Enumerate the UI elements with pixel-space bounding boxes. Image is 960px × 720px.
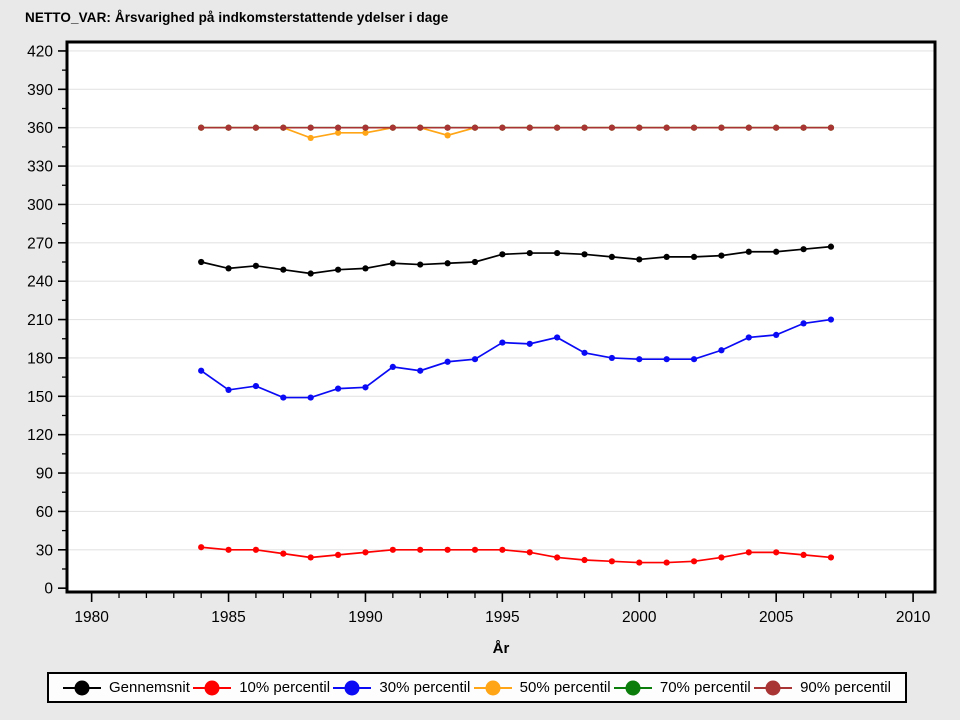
svg-text:2000: 2000 <box>622 609 657 626</box>
legend-label: 50% percentil <box>519 679 611 696</box>
legend: Gennemsnit 10% percentil 30% percentil 5… <box>47 672 907 703</box>
svg-text:2010: 2010 <box>896 609 931 626</box>
svg-text:1980: 1980 <box>74 609 109 626</box>
svg-text:420: 420 <box>27 43 53 60</box>
svg-text:240: 240 <box>27 274 53 291</box>
legend-marker-50-percentil-icon <box>473 680 512 695</box>
chart-title: NETTO_VAR: Årsvarighed på indkomsterstat… <box>25 10 449 25</box>
svg-text:2005: 2005 <box>759 609 793 626</box>
svg-text:330: 330 <box>27 159 53 176</box>
legend-marker-30-percentil-icon <box>333 680 372 695</box>
svg-text:1995: 1995 <box>485 609 519 626</box>
svg-text:60: 60 <box>36 504 54 521</box>
legend-label: 10% percentil <box>239 679 331 696</box>
svg-text:150: 150 <box>27 389 53 406</box>
legend-item-70-percentil: 70% percentil <box>613 679 751 696</box>
x-axis-label: År <box>492 640 510 657</box>
svg-text:210: 210 <box>27 312 53 329</box>
legend-label: 90% percentil <box>800 679 891 696</box>
svg-text:300: 300 <box>27 197 53 214</box>
legend-marker-90-percentil-icon <box>754 680 793 695</box>
svg-text:390: 390 <box>27 82 53 99</box>
legend-item-10-percentil: 10% percentil <box>193 679 330 696</box>
legend-item-50-percentil: 50% percentil <box>473 679 611 696</box>
svg-text:90: 90 <box>36 466 54 483</box>
legend-label: Gennemsnit <box>109 679 190 696</box>
svg-text:0: 0 <box>44 581 53 598</box>
legend-item-30-percentil: 30% percentil <box>333 679 470 696</box>
legend-label: 70% percentil <box>659 679 751 696</box>
legend-marker-gennemsnit-icon <box>63 680 101 695</box>
svg-text:270: 270 <box>27 235 53 252</box>
svg-text:1985: 1985 <box>211 609 245 626</box>
legend-marker-70-percentil-icon <box>613 680 652 695</box>
svg-text:360: 360 <box>27 120 53 137</box>
legend-item-90-percentil: 90% percentil <box>754 679 891 696</box>
legend-marker-10-percentil-icon <box>193 680 232 695</box>
svg-text:120: 120 <box>27 427 53 444</box>
legend-item-gennemsnit: Gennemsnit <box>63 679 190 696</box>
svg-text:1990: 1990 <box>348 609 383 626</box>
svg-text:30: 30 <box>36 542 54 559</box>
svg-text:180: 180 <box>27 350 53 367</box>
legend-label: 30% percentil <box>379 679 471 696</box>
plot-area: 0 30 60 90 120 150 180 210 240 270 300 330 360 390 420… <box>27 40 937 626</box>
